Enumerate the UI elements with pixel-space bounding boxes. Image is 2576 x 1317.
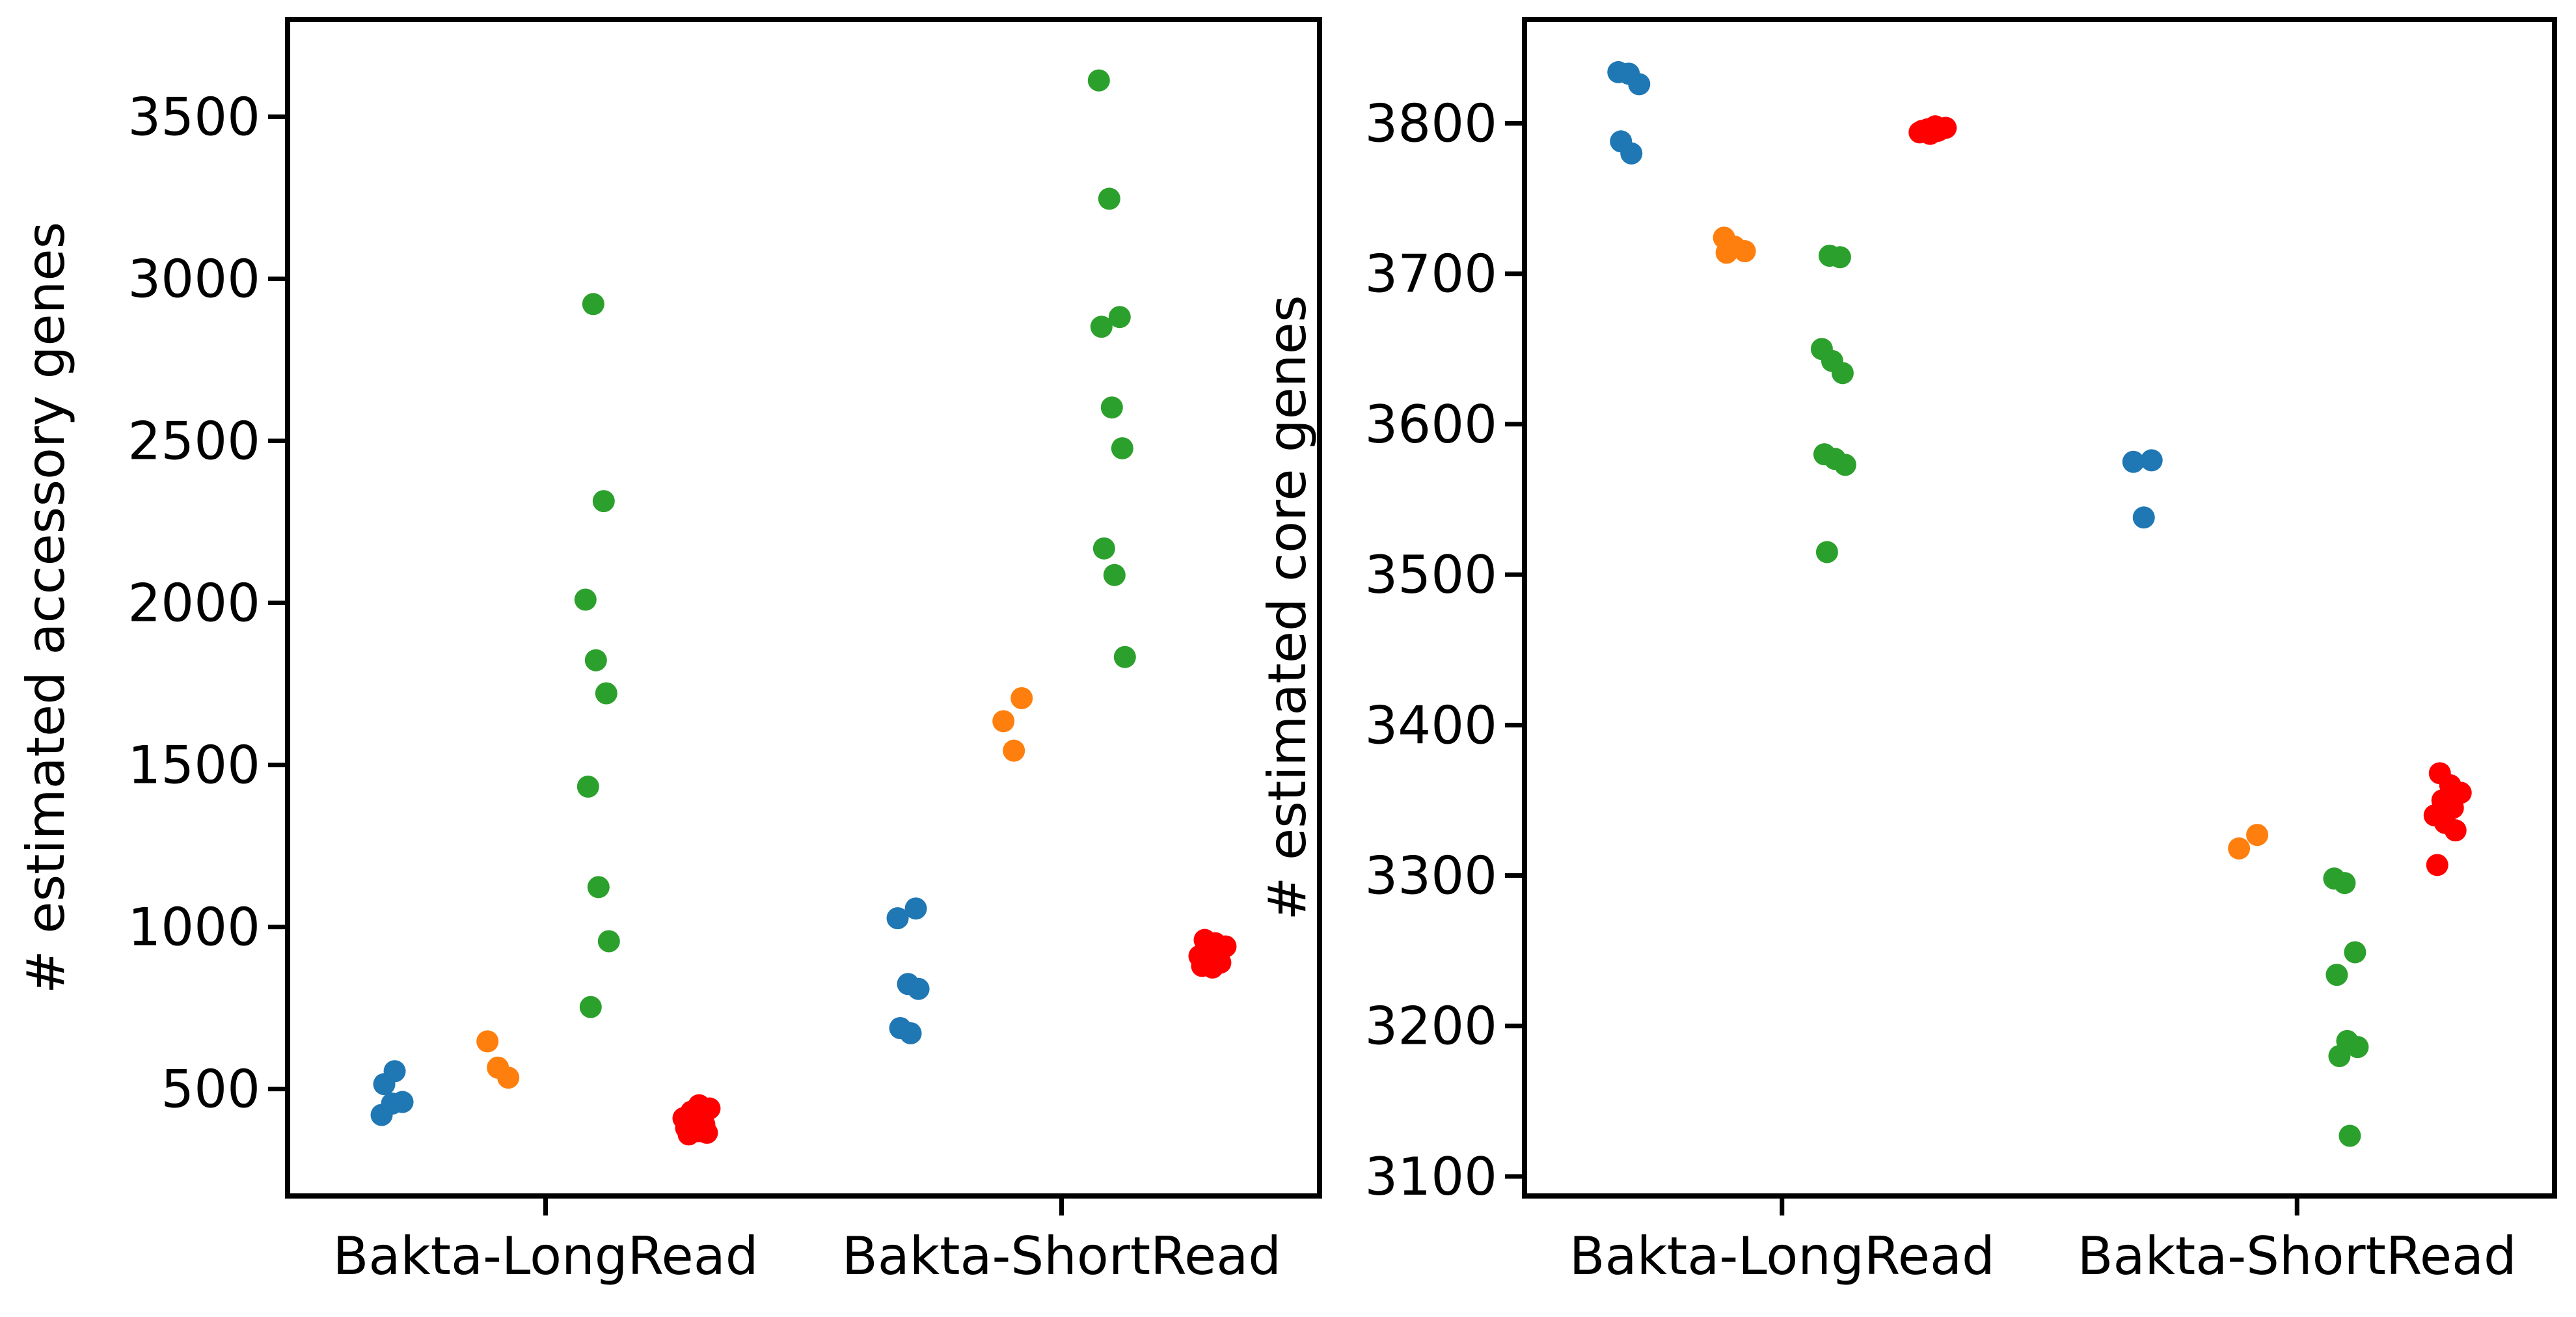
point [1108, 306, 1131, 329]
y-axis-label: # estimated accessory genes [16, 222, 76, 994]
point [592, 490, 615, 513]
x-tick-label: Bakta-ShortRead [842, 1226, 1281, 1286]
point [2132, 506, 2155, 529]
point [886, 907, 909, 930]
point [1201, 956, 1224, 979]
point [497, 1066, 520, 1089]
y-tick-label: 3000 [128, 249, 260, 309]
point [907, 977, 930, 1000]
x-tick-label: Bakta-ShortRead [2078, 1226, 2517, 1286]
point [1715, 241, 1738, 264]
point [1828, 246, 1851, 269]
y-tick-label: 3100 [1364, 1147, 1497, 1207]
point [2140, 449, 2163, 472]
x-tick-label: Bakta-LongRead [1569, 1226, 1995, 1286]
point [1834, 454, 1856, 476]
point [899, 1022, 922, 1044]
point [1087, 69, 1110, 92]
y-tick-label: 2500 [128, 411, 260, 471]
point [582, 293, 604, 316]
point [391, 1091, 414, 1113]
point [584, 649, 607, 672]
point [904, 897, 927, 920]
axes-frame [285, 17, 1322, 1199]
point [992, 710, 1015, 733]
y-tick-label: 3200 [1364, 996, 1497, 1057]
y-tick-label: 1000 [128, 897, 260, 958]
point [1733, 240, 1756, 263]
point [1831, 362, 1854, 385]
point [1911, 120, 1934, 143]
y-tick-label: 3600 [1364, 394, 1497, 455]
y-tick-label: 3700 [1364, 244, 1497, 305]
axes-frame [1522, 17, 2557, 1199]
x-tick-label: Bakta-LongRead [332, 1226, 758, 1286]
point [1620, 142, 1643, 165]
point [2325, 964, 2348, 986]
y-tick-label: 3500 [128, 87, 260, 147]
y-tick-label: 1500 [128, 735, 260, 796]
point [574, 588, 597, 611]
point [576, 775, 599, 798]
y-axis-label: # estimated core genes [1257, 295, 1318, 920]
point [2426, 854, 2448, 876]
y-tick-label: 3400 [1364, 695, 1497, 755]
point [2122, 450, 2145, 473]
point [2333, 872, 2356, 895]
point [2346, 1036, 2369, 1059]
point [2328, 1044, 2351, 1067]
point [2344, 941, 2366, 964]
y-tick-label: 3300 [1364, 846, 1497, 906]
point [1090, 316, 1113, 338]
point [1111, 437, 1133, 459]
y-tick-label: 2000 [128, 573, 260, 634]
point [579, 996, 602, 1018]
point [1092, 537, 1115, 560]
point [2246, 824, 2269, 847]
point [1098, 187, 1120, 210]
point [1003, 739, 1025, 762]
point [383, 1060, 406, 1083]
y-tick-label: 3500 [1364, 545, 1497, 605]
point [1815, 541, 1838, 563]
point [1103, 563, 1126, 586]
point [2339, 1124, 2361, 1147]
point [587, 876, 610, 899]
point [597, 930, 620, 953]
point [1929, 118, 1952, 141]
y-tick-label: 500 [161, 1059, 260, 1120]
point [688, 1120, 711, 1143]
point [2228, 837, 2251, 860]
point [1100, 396, 1123, 419]
point [2444, 819, 2467, 842]
point [1010, 686, 1033, 709]
y-tick-label: 3800 [1364, 94, 1497, 154]
point [476, 1030, 499, 1053]
point [595, 682, 617, 705]
point [1113, 645, 1136, 668]
point [1628, 73, 1651, 96]
